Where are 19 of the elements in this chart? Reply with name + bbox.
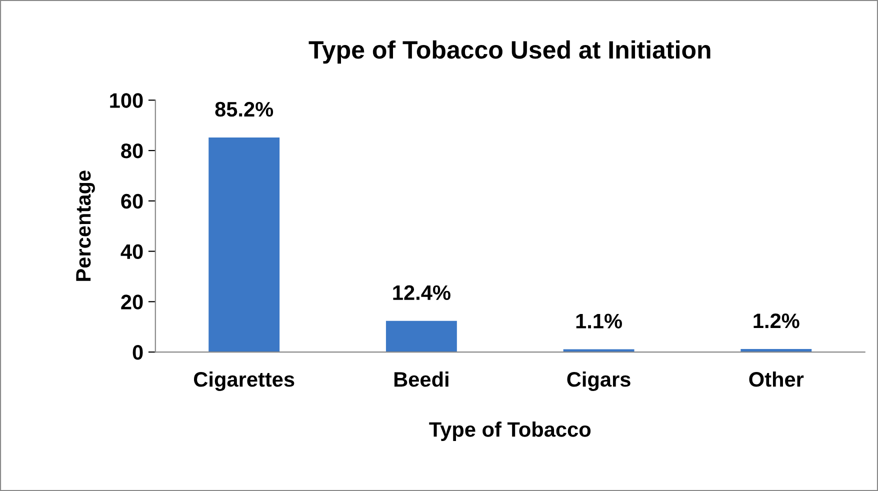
x-tick-label: Cigarettes	[194, 371, 294, 392]
y-tick-label: 80	[121, 144, 143, 158]
x-tick-label: Cigars	[567, 371, 630, 392]
bar	[386, 320, 457, 352]
data-label: 12.4%	[393, 285, 450, 300]
y-tick-label: 40	[120, 244, 143, 260]
data-label: 1.2%	[754, 313, 800, 328]
x-tick-label: Beedi	[394, 371, 448, 387]
x-axis-title: Type of Tobacco	[429, 422, 591, 441]
y-tick-label: 0	[132, 345, 143, 360]
bar	[208, 137, 280, 352]
data-label: 1.1%	[576, 314, 622, 328]
chart-title: Type of Tobacco Used at Initiation	[308, 40, 710, 64]
y-tick-label: 20	[121, 294, 143, 310]
data-label: 85.2%	[215, 102, 274, 117]
y-axis-title: Percentage	[76, 170, 95, 281]
y-tick-label: 100	[110, 93, 143, 108]
x-tick-label: Other	[749, 371, 804, 387]
y-tick-label: 60	[121, 194, 143, 209]
